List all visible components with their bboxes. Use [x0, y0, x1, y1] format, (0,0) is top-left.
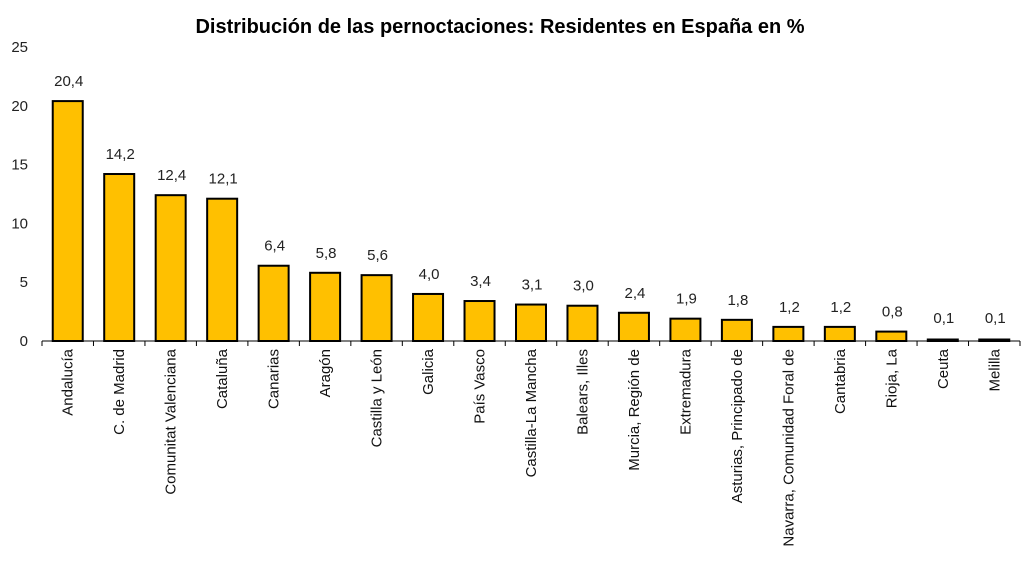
x-tick-label: Galicia: [420, 348, 437, 395]
data-label: 6,4: [264, 238, 285, 255]
x-tick-label: Andalucía: [60, 348, 77, 415]
y-axis-ticks: 0 5 10 15 20 25: [11, 39, 28, 350]
x-tick-label: C. de Madrid: [111, 349, 128, 435]
data-label: 3,1: [522, 277, 543, 294]
y-tick-label: 20: [11, 98, 28, 115]
bar: [566, 304, 599, 342]
bar: [257, 264, 290, 342]
bar: [154, 194, 187, 342]
bar: [772, 325, 805, 343]
x-tick-label: Rioja, La: [883, 348, 900, 408]
x-tick-label: Navarra, Comunidad Foral de: [780, 349, 797, 547]
bar: [463, 300, 496, 342]
x-tick-label: Asturias, Principado de: [729, 349, 746, 503]
bars: [51, 100, 1011, 343]
y-tick-label: 5: [20, 274, 28, 291]
data-label: 4,0: [419, 266, 440, 283]
data-label: 0,8: [882, 304, 903, 321]
x-tick-label: Aragón: [317, 349, 334, 397]
data-label: 12,1: [209, 171, 238, 188]
y-tick-label: 0: [20, 333, 28, 350]
bar: [875, 330, 908, 343]
data-label: 1,2: [779, 299, 800, 316]
y-tick-label: 15: [11, 157, 28, 174]
bar: [309, 271, 342, 342]
x-tick-label: Canarias: [266, 349, 283, 409]
x-tick-label: Comunitat Valenciana: [163, 348, 180, 494]
data-label: 1,9: [676, 291, 697, 308]
bar: [823, 325, 856, 343]
bar: [720, 318, 753, 342]
bar: [360, 274, 393, 343]
bar: [412, 292, 445, 342]
data-label: 3,0: [573, 278, 594, 295]
data-label: 0,1: [933, 310, 954, 327]
data-label: 5,8: [316, 245, 337, 262]
bar: [103, 173, 136, 342]
bar: [206, 197, 239, 342]
x-axis-labels: Andalucía C. de Madrid Comunitat Valencian…: [60, 348, 1004, 546]
x-tick-label: Cataluña: [214, 348, 231, 409]
bar: [669, 317, 702, 343]
chart-title: Distribución de las pernoctaciones: Resi…: [195, 16, 804, 38]
bar: [515, 303, 547, 343]
x-tick-label: Melilla: [986, 348, 1003, 391]
x-tick-label: Castilla-La Mancha: [523, 348, 540, 477]
x-tick-label: Murcia, Región de: [626, 349, 643, 471]
data-label: 12,4: [157, 167, 186, 184]
data-label: 2,4: [625, 285, 646, 302]
x-tick-label: País Vasco: [472, 349, 489, 424]
y-tick-label: 25: [11, 39, 28, 56]
data-label: 1,8: [727, 292, 748, 309]
bar: [617, 311, 650, 342]
bar: [51, 100, 84, 343]
x-axis-ticks: [41, 341, 1021, 346]
x-tick-label: Castilla y León: [369, 349, 386, 447]
x-tick-label: Extremadura: [677, 348, 694, 435]
data-label: 5,6: [367, 247, 388, 264]
x-tick-label: Balears, Illes: [574, 349, 591, 435]
data-labels: 20,4 14,2 12,4 12,1 6,4 5,8 5,6 4,0 3,4 3,1 3,0 2,4…: [54, 73, 1006, 327]
data-label: 0,1: [985, 310, 1006, 327]
x-tick-label: Cantabria: [832, 348, 849, 414]
x-tick-label: Ceuta: [935, 348, 952, 389]
data-label: 14,2: [106, 146, 135, 163]
data-label: 1,2: [830, 299, 851, 316]
data-label: 3,4: [470, 273, 491, 290]
y-tick-label: 10: [11, 215, 28, 232]
data-label: 20,4: [54, 73, 83, 90]
